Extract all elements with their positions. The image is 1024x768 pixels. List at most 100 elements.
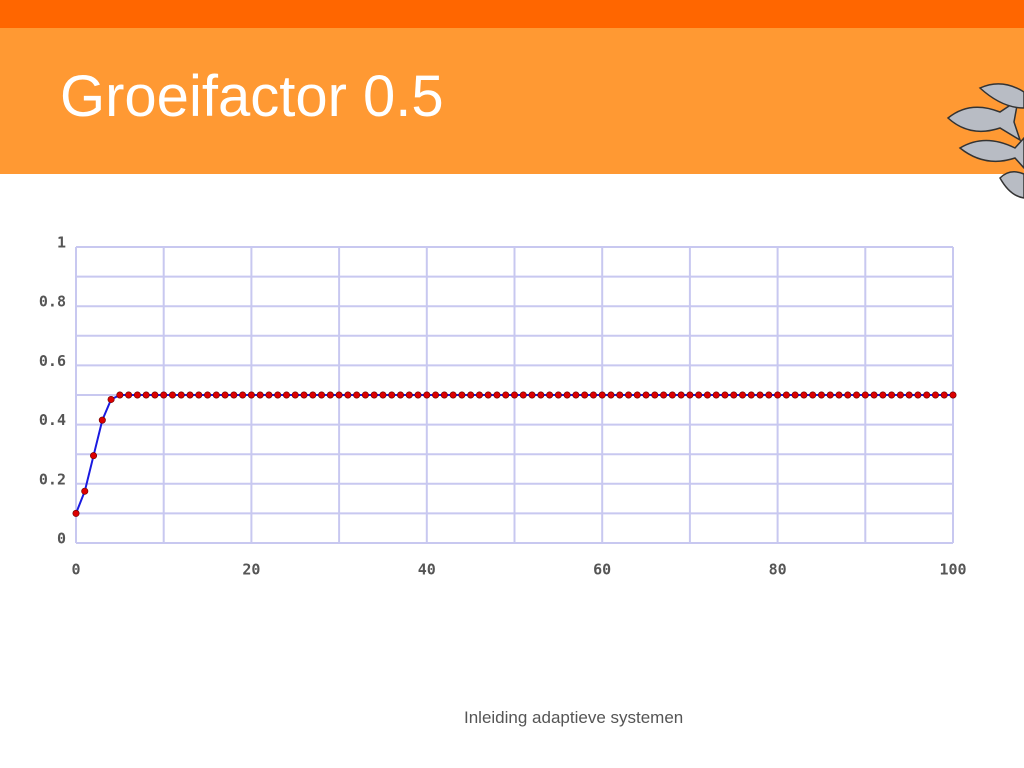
data-point: [379, 391, 387, 399]
data-point: [300, 391, 308, 399]
data-point: [98, 416, 106, 424]
data-point: [90, 452, 98, 460]
data-point: [423, 391, 431, 399]
data-point: [484, 391, 492, 399]
data-point: [247, 391, 255, 399]
data-point: [870, 391, 878, 399]
data-point: [861, 391, 869, 399]
y-tick-label: 0: [57, 530, 66, 548]
data-point: [335, 391, 343, 399]
data-point: [563, 391, 571, 399]
x-tick-label: 40: [418, 561, 436, 579]
data-point: [230, 391, 238, 399]
data-point: [809, 391, 817, 399]
data-point: [896, 391, 904, 399]
data-point: [765, 391, 773, 399]
data-point: [440, 391, 448, 399]
data-point: [212, 391, 220, 399]
data-point: [730, 391, 738, 399]
data-point: [739, 391, 747, 399]
data-point: [186, 391, 194, 399]
data-point: [265, 391, 273, 399]
data-point: [853, 391, 861, 399]
data-point: [940, 391, 948, 399]
data-point: [616, 391, 624, 399]
data-point: [168, 391, 176, 399]
data-point: [923, 391, 931, 399]
data-point: [151, 391, 159, 399]
data-point: [747, 391, 755, 399]
footer-text: Inleiding adaptieve systemen: [464, 708, 684, 727]
data-point: [282, 391, 290, 399]
data-point: [905, 391, 913, 399]
data-point: [107, 395, 115, 403]
data-point: [879, 391, 887, 399]
data-point: [72, 509, 80, 517]
x-tick-label: 20: [242, 561, 260, 579]
data-point: [651, 391, 659, 399]
y-tick-label: 0.2: [39, 470, 66, 488]
data-point: [274, 391, 282, 399]
data-point: [239, 391, 247, 399]
y-tick-label: 0.8: [39, 293, 66, 311]
data-point: [888, 391, 896, 399]
data-point: [660, 391, 668, 399]
data-point: [721, 391, 729, 399]
data-point: [817, 391, 825, 399]
data-point: [949, 391, 957, 399]
data-point: [625, 391, 633, 399]
data-point: [405, 391, 413, 399]
data-point: [493, 391, 501, 399]
data-point: [800, 391, 808, 399]
data-point: [642, 391, 650, 399]
data-point: [668, 391, 676, 399]
data-point: [502, 391, 510, 399]
data-point: [835, 391, 843, 399]
data-point: [388, 391, 396, 399]
x-tick-label: 100: [939, 561, 966, 579]
data-point: [204, 391, 212, 399]
data-point: [695, 391, 703, 399]
data-point: [361, 391, 369, 399]
chart: 0 0.2 0.4 0.6 0.8 1 0 20 40 60 80 100: [39, 234, 967, 579]
data-point: [353, 391, 361, 399]
data-point: [133, 391, 141, 399]
data-point: [712, 391, 720, 399]
data-point: [195, 391, 203, 399]
fish-icon: [946, 83, 1024, 199]
data-point: [607, 391, 615, 399]
data-point: [318, 391, 326, 399]
data-point: [774, 391, 782, 399]
data-point: [370, 391, 378, 399]
data-point: [458, 391, 466, 399]
data-point: [589, 391, 597, 399]
data-point: [931, 391, 939, 399]
data-point: [414, 391, 422, 399]
data-point: [791, 391, 799, 399]
data-point: [756, 391, 764, 399]
data-point: [432, 391, 440, 399]
data-point: [256, 391, 264, 399]
data-point: [554, 391, 562, 399]
data-point: [326, 391, 334, 399]
data-point: [528, 391, 536, 399]
data-point: [633, 391, 641, 399]
data-point: [782, 391, 790, 399]
data-point: [467, 391, 475, 399]
data-point: [703, 391, 711, 399]
y-tick-label: 0.4: [39, 411, 66, 429]
x-tick-label: 0: [71, 561, 80, 579]
data-point: [221, 391, 229, 399]
data-point: [81, 487, 89, 495]
header-band: [0, 28, 1024, 174]
slide-title: Groeifactor 0.5: [60, 64, 444, 129]
data-point: [844, 391, 852, 399]
data-point: [160, 391, 168, 399]
data-point: [677, 391, 685, 399]
data-point: [537, 391, 545, 399]
data-point: [396, 391, 404, 399]
data-point: [572, 391, 580, 399]
data-point: [344, 391, 352, 399]
top-bar: [0, 0, 1024, 28]
